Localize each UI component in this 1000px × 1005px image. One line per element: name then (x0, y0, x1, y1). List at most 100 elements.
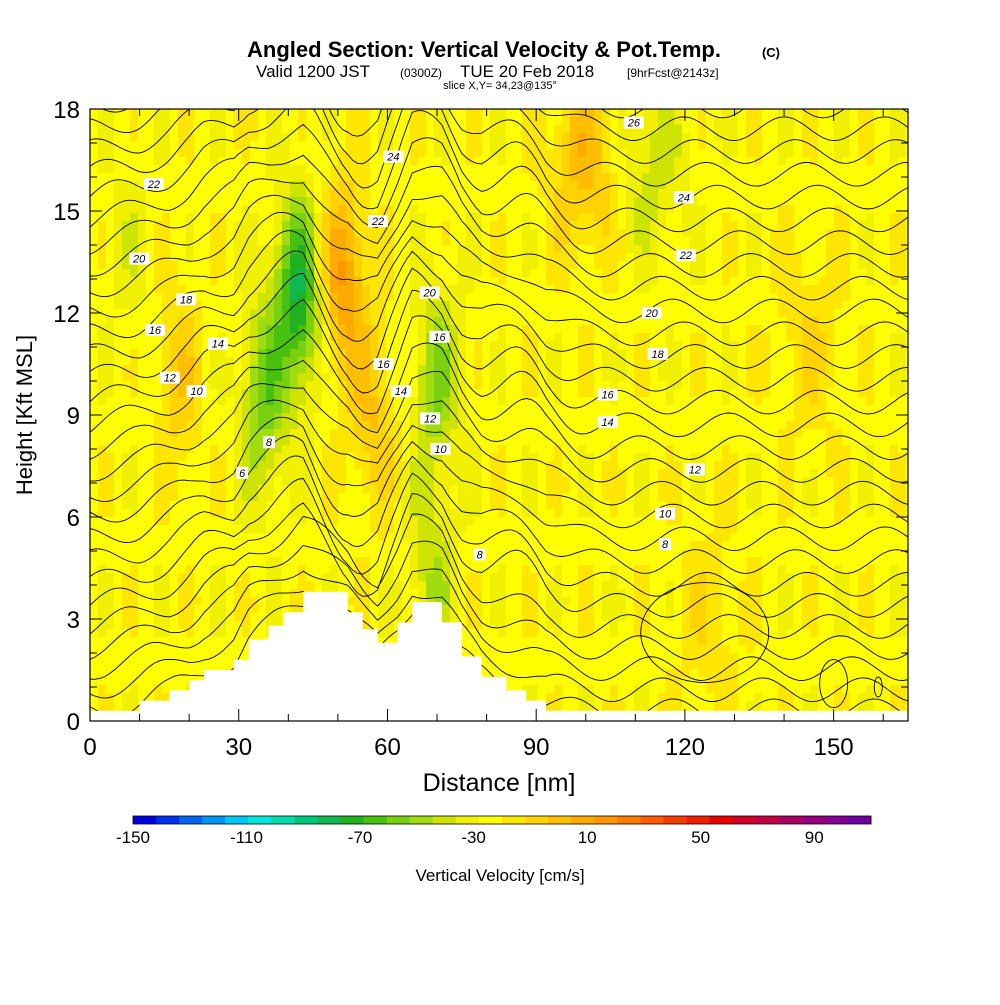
vv-cell (530, 341, 539, 350)
vv-cell (546, 141, 555, 150)
vv-cell (130, 277, 139, 286)
vv-cell (114, 221, 123, 230)
vv-cell (154, 597, 163, 606)
vv-cell (546, 397, 555, 406)
vv-cell (498, 141, 507, 150)
vv-cell (114, 557, 123, 566)
vv-cell (378, 509, 387, 518)
vv-cell (570, 653, 579, 662)
vv-cell (122, 149, 131, 158)
vv-cell (314, 509, 323, 518)
vv-cell (282, 157, 291, 166)
vv-cell (282, 181, 291, 190)
vv-cell (594, 429, 603, 438)
vv-cell (570, 213, 579, 222)
vv-cell (194, 357, 203, 366)
vv-cell (298, 317, 307, 326)
vv-cell (546, 317, 555, 326)
vv-cell (538, 477, 547, 486)
vv-cell (274, 389, 283, 398)
vv-cell (170, 317, 179, 326)
vv-cell (330, 445, 339, 454)
vv-cell (266, 581, 275, 590)
vv-cell (322, 517, 331, 526)
vv-cell (202, 437, 211, 446)
vv-cell (394, 341, 403, 350)
vv-cell (282, 389, 291, 398)
vv-cell (146, 557, 155, 566)
vv-cell (290, 325, 299, 334)
vv-cell (106, 541, 115, 550)
vv-cell (154, 573, 163, 582)
vv-cell (562, 221, 571, 230)
vv-cell (130, 637, 139, 646)
vv-cell (306, 445, 315, 454)
vv-cell (138, 309, 147, 318)
vv-cell (450, 261, 459, 270)
vv-cell (498, 589, 507, 598)
vv-cell (226, 565, 235, 574)
vv-cell (338, 405, 347, 414)
vv-cell (498, 221, 507, 230)
vv-cell (354, 581, 363, 590)
vv-cell (266, 429, 275, 438)
vv-cell (330, 261, 339, 270)
vv-cell (434, 437, 443, 446)
vv-cell (266, 389, 275, 398)
vv-cell (554, 685, 563, 694)
vv-cell (258, 301, 267, 310)
vv-cell (130, 517, 139, 526)
vv-cell (546, 693, 555, 702)
vv-cell (402, 541, 411, 550)
vv-cell (138, 397, 147, 406)
vv-cell (506, 485, 515, 494)
vv-cell (354, 133, 363, 142)
vv-cell (578, 557, 587, 566)
vv-cell (586, 189, 595, 198)
vv-cell (554, 509, 563, 518)
vv-cell (378, 381, 387, 390)
vv-cell (474, 157, 483, 166)
vv-cell (194, 589, 203, 598)
vv-cell (146, 341, 155, 350)
vv-cell (602, 541, 611, 550)
vv-cell (338, 477, 347, 486)
vv-cell (170, 557, 179, 566)
vv-cell (546, 325, 555, 334)
vv-cell (298, 429, 307, 438)
vv-cell (362, 421, 371, 430)
vv-cell (602, 181, 611, 190)
vv-cell (426, 381, 435, 390)
vv-cell (98, 461, 107, 470)
vv-cell (458, 525, 467, 534)
vv-cell (194, 157, 203, 166)
vv-cell (282, 605, 291, 614)
vv-cell (482, 637, 491, 646)
vv-cell (570, 637, 579, 646)
vv-cell (154, 477, 163, 486)
vv-cell (210, 229, 219, 238)
vv-cell (482, 285, 491, 294)
vv-cell (570, 413, 579, 422)
vv-cell (170, 125, 179, 134)
vv-cell (202, 197, 211, 206)
vv-cell (506, 181, 515, 190)
vv-cell (402, 509, 411, 518)
vv-cell (362, 181, 371, 190)
vv-cell (474, 141, 483, 150)
vv-cell (450, 589, 459, 598)
vv-cell (202, 589, 211, 598)
vv-cell (554, 229, 563, 238)
vertical-velocity-field (90, 109, 908, 721)
vv-cell (426, 429, 435, 438)
vv-cell (442, 341, 451, 350)
vv-cell (170, 653, 179, 662)
vv-cell (578, 133, 587, 142)
vv-cell (98, 653, 107, 662)
vv-cell (330, 149, 339, 158)
vv-cell (306, 125, 315, 134)
vv-cell (602, 165, 611, 174)
vv-cell (138, 165, 147, 174)
vv-cell (274, 477, 283, 486)
